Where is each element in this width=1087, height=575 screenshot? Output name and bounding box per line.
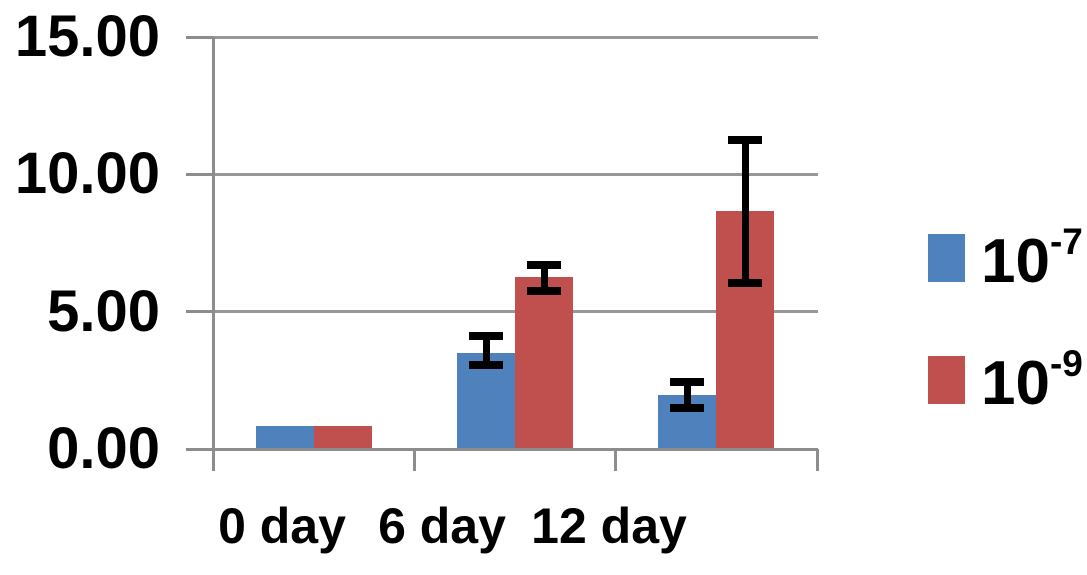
legend-item-1e-7: 10-7 — [928, 223, 1083, 293]
y-axis-tick — [186, 310, 213, 314]
y-tick-label: 10.00 — [14, 141, 160, 207]
legend-swatch-red — [928, 356, 965, 404]
legend-item-1e-9: 10-9 — [928, 345, 1083, 415]
error-bar-line — [540, 264, 548, 292]
y-axis-tick — [186, 172, 213, 176]
error-bar-cap — [527, 260, 561, 269]
y-axis-tick — [186, 35, 213, 39]
legend-label-1e-9: 10-9 — [981, 343, 1083, 418]
bar-10^-7-0-day — [255, 425, 314, 449]
bar-10^-9-0-day — [313, 425, 372, 449]
x-tick-label-0-day: 0 day — [218, 498, 346, 554]
error-bar-cap — [670, 403, 705, 412]
x-axis-line — [213, 447, 818, 451]
error-bar-cap — [469, 361, 503, 370]
y-tick-label: 5.00 — [47, 278, 160, 344]
error-bar-cap — [670, 377, 705, 386]
error-bar-line — [741, 140, 749, 283]
error-bar-cap — [469, 332, 503, 341]
x-axis-tick — [412, 449, 416, 471]
y-tick-label: 0.00 — [47, 416, 160, 481]
x-axis-tick — [815, 449, 819, 471]
x-tick-label-12-day: 12 day — [531, 498, 687, 554]
x-axis-tick — [211, 449, 215, 471]
legend-label-1e-7: 10-7 — [981, 221, 1083, 296]
bar-10^-9-6-day — [515, 277, 573, 449]
gridline — [213, 172, 818, 176]
y-tick-label: 15.00 — [14, 4, 160, 69]
error-bar-cap — [728, 278, 763, 287]
x-tick-label-6-day: 6 day — [378, 498, 506, 554]
y-axis-tick — [186, 447, 213, 451]
error-bar-cap — [728, 136, 763, 144]
x-axis-tick — [614, 449, 618, 471]
error-bar-line — [482, 336, 490, 366]
error-bar-line — [683, 381, 691, 408]
gridline — [213, 35, 818, 39]
legend-swatch-blue — [928, 234, 965, 282]
y-axis-line — [211, 37, 215, 471]
error-bar-cap — [527, 287, 561, 296]
